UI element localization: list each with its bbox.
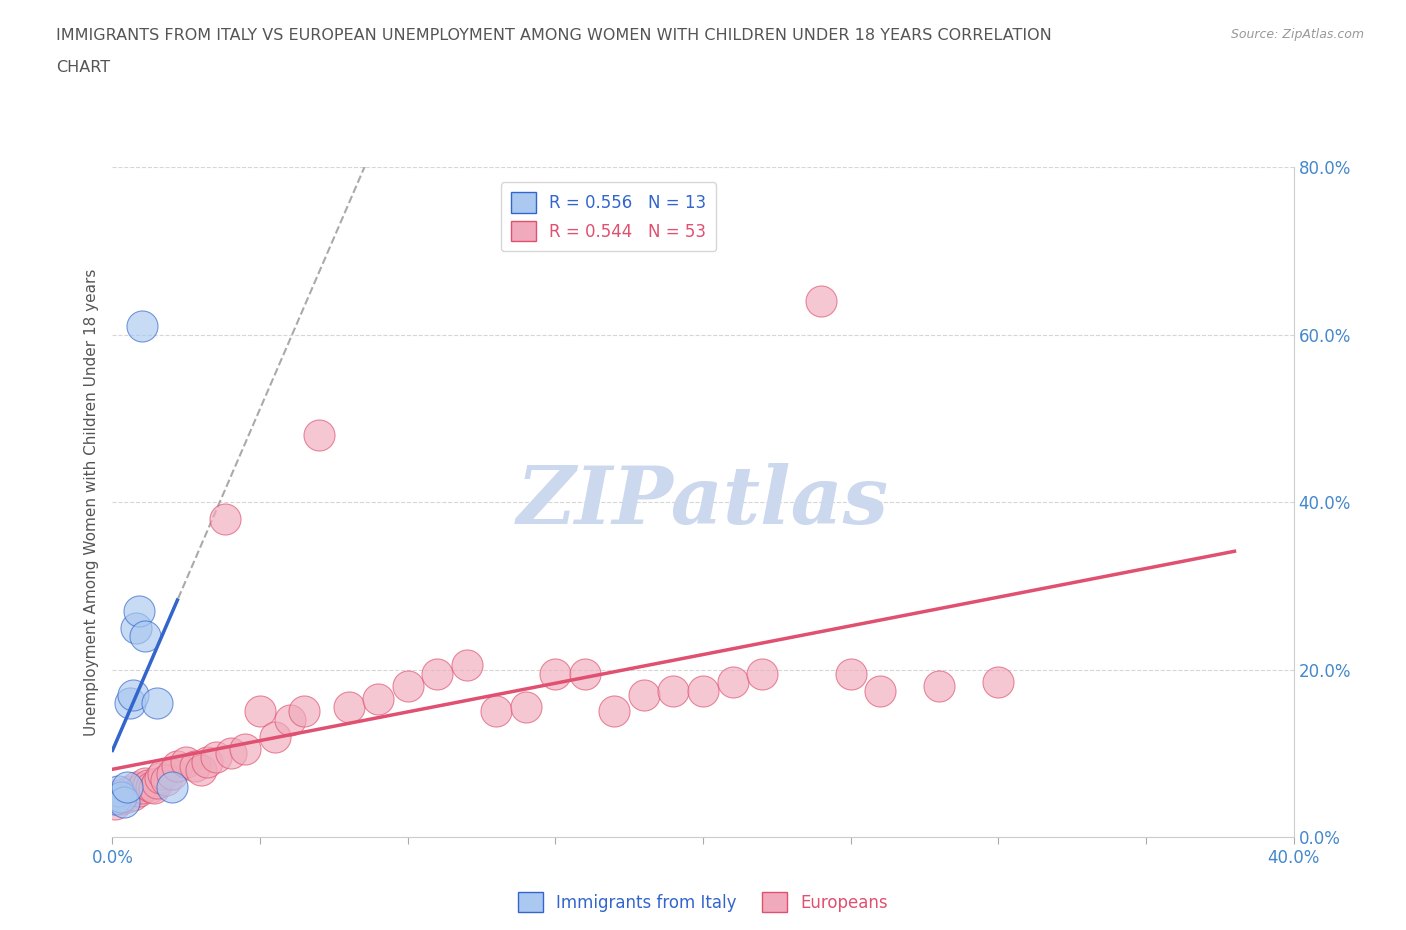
Point [131,781,153,796]
Point [205,750,228,764]
Point [515,700,537,715]
Point [456,658,478,673]
Point [134,629,156,644]
Point [574,666,596,681]
Point [485,704,508,719]
Point [110,792,132,807]
Point [367,692,389,707]
Point [117,790,138,804]
Text: IMMIGRANTS FROM ITALY VS EUROPEAN UNEMPLOYMENT AMONG WOMEN WITH CHILDREN UNDER 1: IMMIGRANTS FROM ITALY VS EUROPEAN UNEMPL… [56,28,1052,43]
Point [249,704,271,719]
Point [928,679,950,694]
Point [721,675,744,690]
Point [104,792,127,807]
Point [839,666,862,681]
Point [692,683,714,698]
Point [603,704,626,719]
Point [146,696,169,711]
Point [122,687,145,702]
Point [112,794,135,809]
Point [120,783,142,798]
Point [134,776,156,790]
Point [139,779,162,794]
Point [174,754,197,769]
Point [810,294,832,309]
Point [987,675,1010,690]
Point [160,766,183,781]
Point [195,754,218,769]
Point [107,783,129,798]
Point [190,763,212,777]
Point [233,742,256,757]
Point [155,773,177,788]
Text: ZIPatlas: ZIPatlas [517,463,889,541]
Point [869,683,891,698]
Point [308,428,330,443]
Text: CHART: CHART [56,60,110,75]
Point [264,729,287,744]
Point [219,746,242,761]
Point [152,766,174,781]
Point [122,788,145,803]
Point [142,781,165,796]
Point [110,790,132,804]
Point [128,783,150,798]
Point [131,319,153,334]
Point [120,696,142,711]
Point [128,604,150,618]
Point [278,712,301,727]
Point [125,620,148,635]
Point [112,786,135,801]
Point [160,779,183,794]
Point [751,666,773,681]
Point [136,777,159,792]
Point [146,776,169,790]
Point [633,687,655,702]
Point [544,666,567,681]
Point [117,779,138,794]
Point [107,788,129,803]
Point [337,700,360,715]
Point [166,759,188,774]
Point [396,679,419,694]
Point [184,759,207,774]
Point [292,704,315,719]
Point [125,779,148,794]
Point [662,683,685,698]
Point [104,796,127,811]
Legend: Immigrants from Italy, Europeans: Immigrants from Italy, Europeans [512,885,894,919]
Text: Source: ZipAtlas.com: Source: ZipAtlas.com [1230,28,1364,41]
Y-axis label: Unemployment Among Women with Children Under 18 years: Unemployment Among Women with Children U… [83,269,98,736]
Point [214,512,236,526]
Point [426,666,449,681]
Point [149,771,172,786]
